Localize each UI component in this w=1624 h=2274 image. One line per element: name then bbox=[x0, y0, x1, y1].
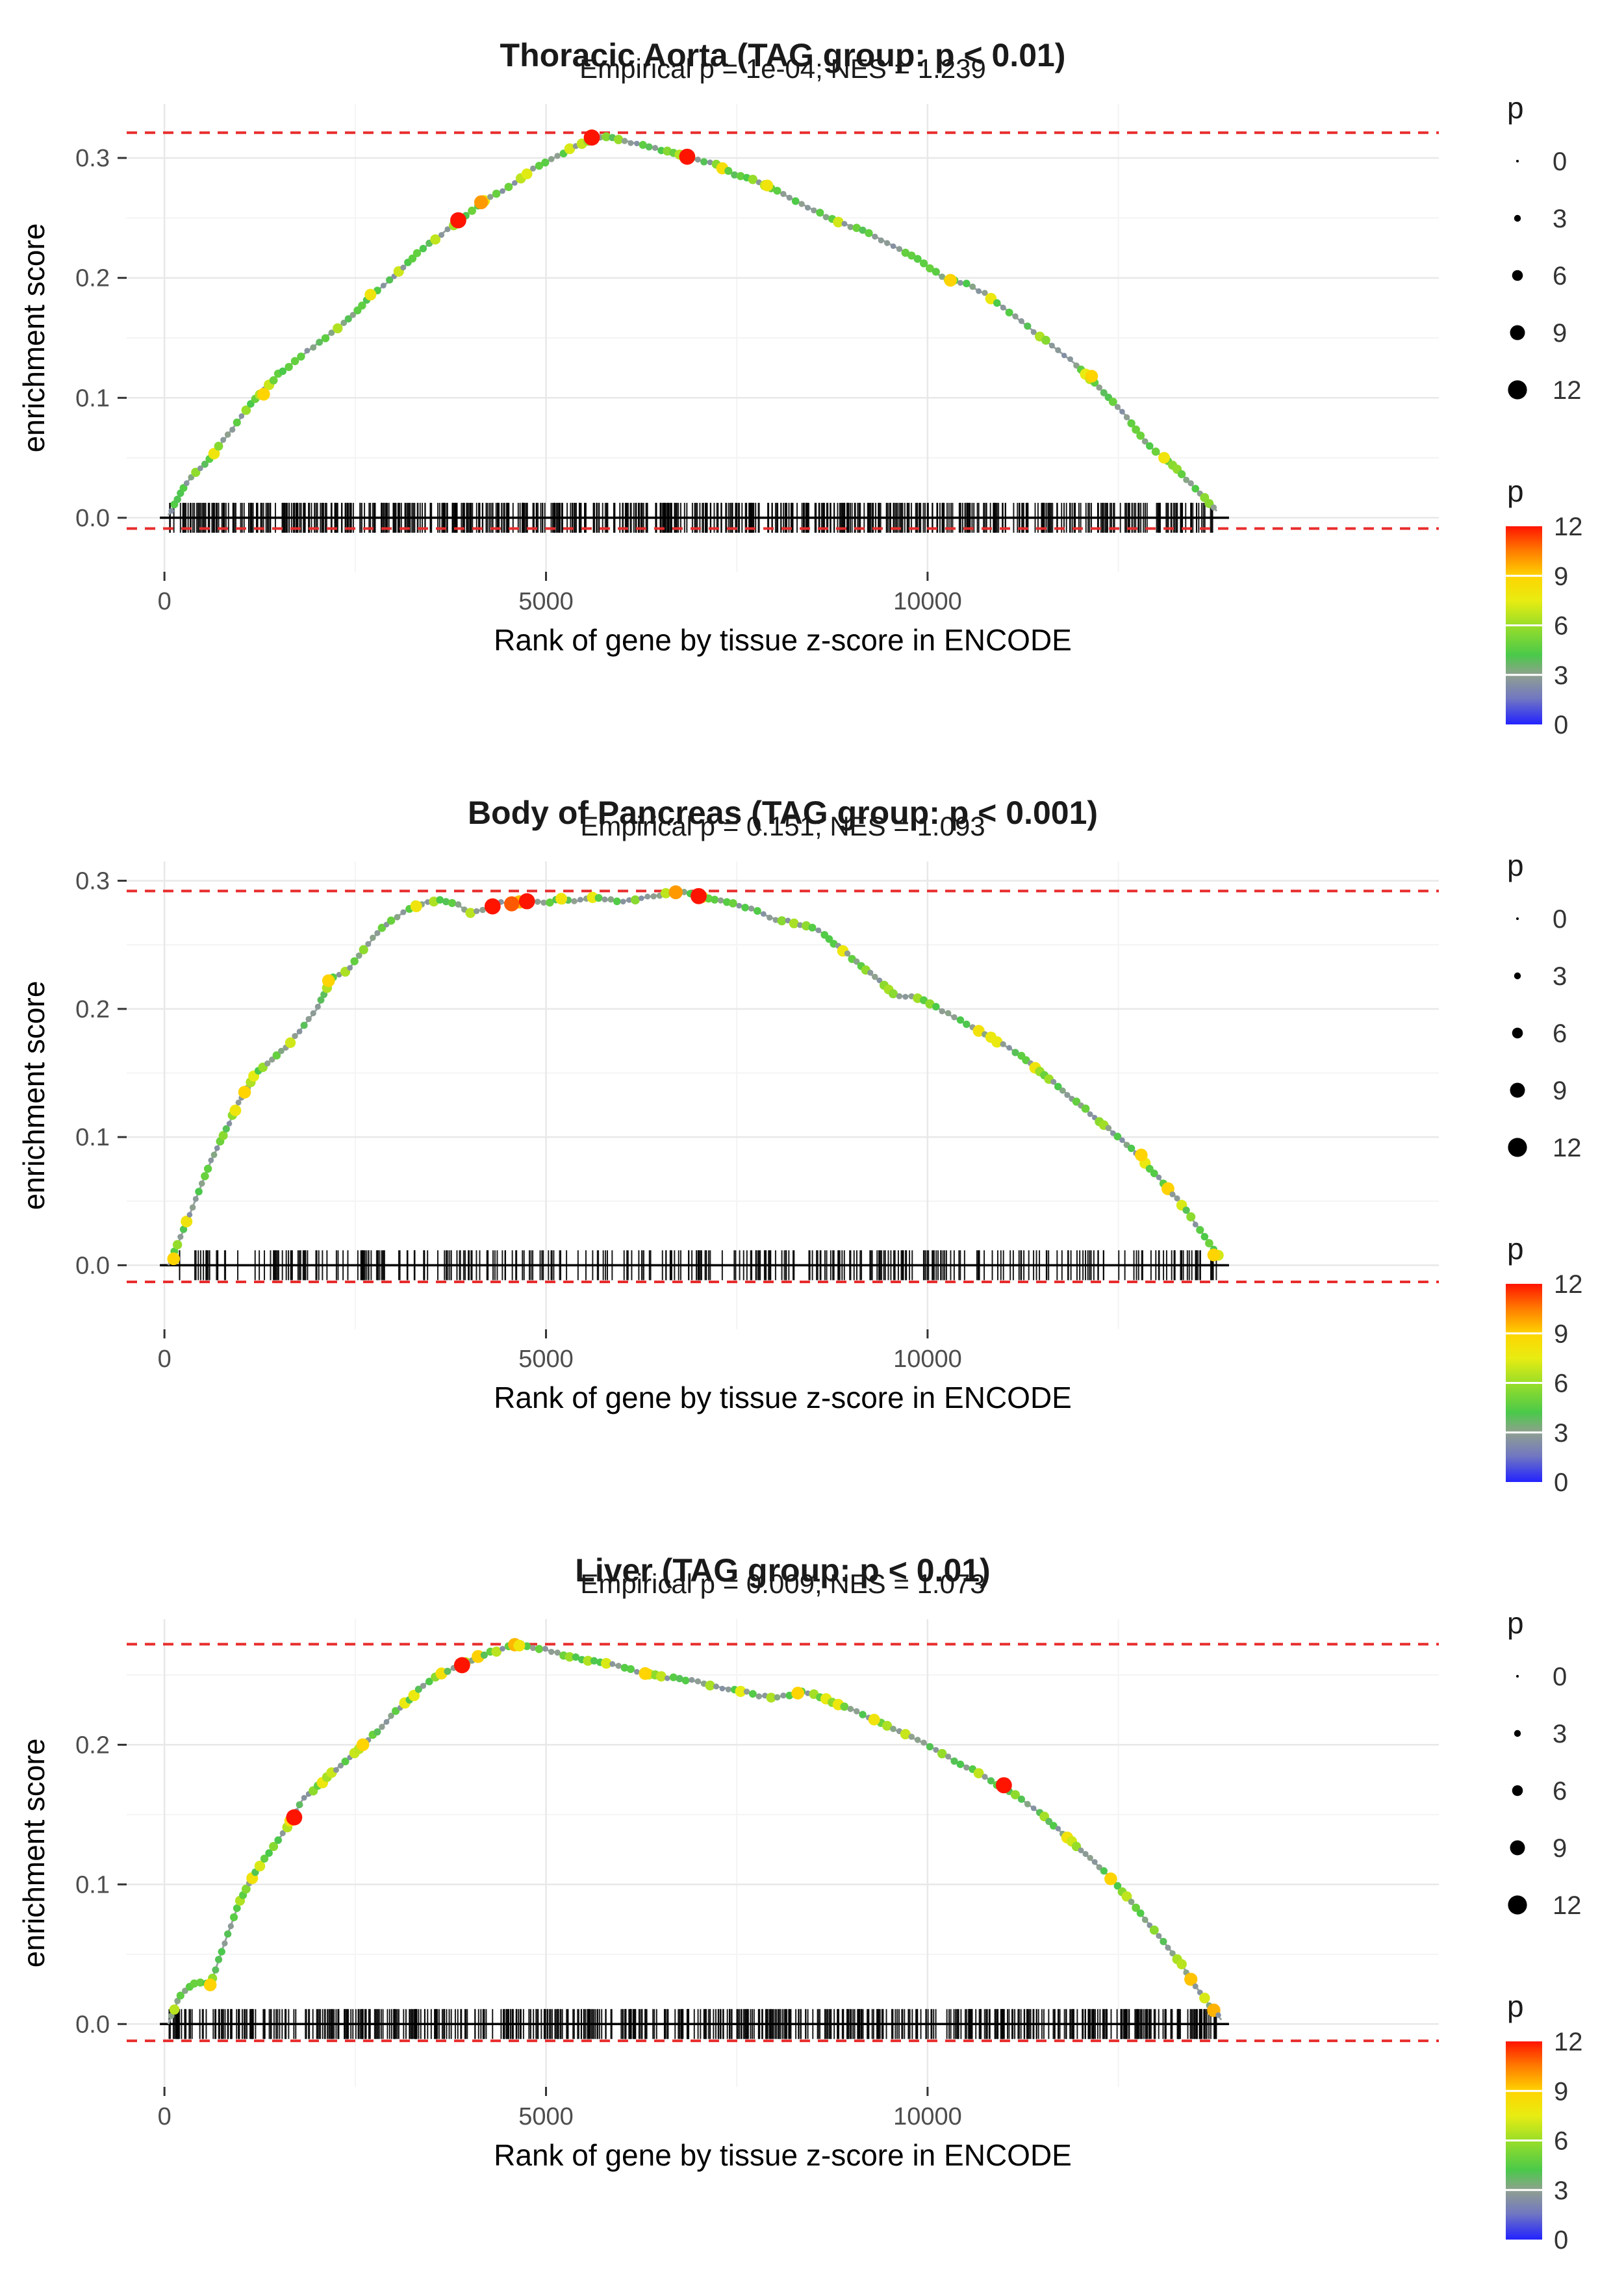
axes: 0 5000 10000 0.0 0.1 0.2 0.3 bbox=[75, 145, 962, 615]
y-axis-label: enrichment score bbox=[17, 223, 51, 453]
svg-text:p: p bbox=[1507, 849, 1524, 882]
svg-text:0.2: 0.2 bbox=[75, 996, 110, 1023]
panel-liver: 0 5000 10000 0.0 0.1 0.2 p 0 3 6 9 12 p 12 9 6 3 0 Liver … bbox=[0, 1515, 1624, 2273]
svg-text:12: 12 bbox=[1554, 2028, 1583, 2056]
chart-subtitle: Empirical p = 1e-04; NES = 1.239 bbox=[579, 53, 986, 84]
chart-title: Thoracic Aorta (TAG group: p < 0.01) bbox=[500, 36, 1066, 73]
svg-text:0.1: 0.1 bbox=[75, 1124, 110, 1151]
svg-text:p: p bbox=[1507, 1232, 1524, 1266]
svg-text:0: 0 bbox=[1553, 905, 1567, 934]
curve-dots bbox=[168, 132, 1217, 514]
svg-text:0.3: 0.3 bbox=[75, 145, 110, 172]
svg-text:p: p bbox=[1507, 1989, 1524, 2023]
highlight-dots bbox=[167, 885, 1221, 1266]
svg-text:12: 12 bbox=[1553, 376, 1582, 405]
svg-text:0: 0 bbox=[1554, 711, 1568, 739]
svg-text:6: 6 bbox=[1553, 1019, 1567, 1048]
svg-text:6: 6 bbox=[1554, 1370, 1568, 1398]
highlight-dots bbox=[203, 1639, 1117, 1991]
enrichment-curve bbox=[167, 135, 1218, 516]
chart-subtitle: Empirical p = 0.151; NES = 1.093 bbox=[580, 811, 985, 841]
y-axis-label: enrichment score bbox=[17, 1738, 51, 1968]
svg-text:0.0: 0.0 bbox=[75, 1252, 110, 1279]
svg-text:9: 9 bbox=[1554, 2077, 1568, 2106]
svg-text:10000: 10000 bbox=[893, 2103, 962, 2130]
svg-text:p: p bbox=[1507, 1606, 1524, 1640]
svg-text:10000: 10000 bbox=[893, 1346, 962, 1373]
svg-text:0: 0 bbox=[1554, 1468, 1568, 1497]
axes: 0 5000 10000 0.0 0.1 0.2 bbox=[75, 1731, 962, 2130]
panel-thoracic-aorta: 0 5000 10000 0.0 0.1 0.2 0.3 p 0 3 6 9 12 p 12 9 6 3 0 Tho… bbox=[0, 0, 1624, 758]
svg-text:0: 0 bbox=[1553, 1663, 1567, 1691]
size-legend: p 0 3 6 9 12 bbox=[1507, 1606, 1582, 1920]
svg-text:6: 6 bbox=[1553, 1777, 1567, 1806]
svg-text:0: 0 bbox=[158, 1346, 171, 1373]
svg-text:6: 6 bbox=[1554, 2127, 1568, 2156]
svg-text:0: 0 bbox=[1554, 2226, 1568, 2255]
svg-text:3: 3 bbox=[1553, 205, 1567, 233]
svg-text:0.1: 0.1 bbox=[75, 385, 110, 412]
gene-rug bbox=[168, 2009, 1217, 2039]
svg-text:3: 3 bbox=[1554, 661, 1568, 690]
svg-text:12: 12 bbox=[1553, 1134, 1582, 1162]
enrichment-plot-liver: 0 5000 10000 0.0 0.1 0.2 p 0 3 6 9 12 p 12 9 6 3 0 bbox=[75, 1606, 1583, 2255]
axes: 0 5000 10000 0.0 0.1 0.2 0.3 bbox=[75, 868, 962, 1373]
svg-text:12: 12 bbox=[1553, 1891, 1582, 1920]
svg-text:12: 12 bbox=[1554, 1270, 1583, 1299]
svg-text:0.3: 0.3 bbox=[75, 868, 110, 895]
color-legend: p 12 9 6 3 0 bbox=[1506, 1989, 1583, 2255]
svg-text:0.1: 0.1 bbox=[75, 1871, 110, 1898]
svg-text:10000: 10000 bbox=[893, 588, 962, 615]
gene-rug bbox=[179, 1250, 1217, 1281]
svg-text:3: 3 bbox=[1553, 962, 1567, 991]
x-axis-label: Rank of gene by tissue z-score in ENCODE bbox=[494, 1381, 1072, 1414]
svg-text:3: 3 bbox=[1553, 1720, 1567, 1748]
color-legend: p 12 9 6 3 0 bbox=[1506, 1232, 1583, 1497]
svg-text:6: 6 bbox=[1553, 262, 1567, 290]
svg-text:0.2: 0.2 bbox=[75, 1731, 110, 1759]
chart-title: Liver (TAG group: p < 0.01) bbox=[575, 1552, 991, 1589]
svg-text:9: 9 bbox=[1554, 562, 1568, 591]
svg-text:5000: 5000 bbox=[518, 2103, 574, 2130]
svg-text:9: 9 bbox=[1553, 1834, 1567, 1863]
svg-text:5000: 5000 bbox=[518, 588, 574, 615]
svg-text:p: p bbox=[1507, 474, 1524, 508]
curve-dots bbox=[168, 1638, 1221, 2019]
panel-body-of-pancreas: 0 5000 10000 0.0 0.1 0.2 0.3 p 0 3 6 9 12 p 12 9 6 3 0 Bod… bbox=[0, 758, 1624, 1515]
svg-text:9: 9 bbox=[1553, 319, 1567, 348]
color-legend: p 12 9 6 3 0 bbox=[1506, 474, 1583, 739]
svg-text:0: 0 bbox=[158, 588, 171, 615]
y-axis-label: enrichment score bbox=[17, 980, 51, 1210]
svg-text:9: 9 bbox=[1553, 1077, 1567, 1105]
chart-subtitle: Empirical p = 0.009; NES = 1.073 bbox=[580, 1568, 985, 1599]
x-axis-label: Rank of gene by tissue z-score in ENCODE bbox=[494, 623, 1072, 657]
highlight-dots bbox=[257, 129, 1171, 464]
svg-text:9: 9 bbox=[1554, 1320, 1568, 1348]
svg-text:0: 0 bbox=[1553, 147, 1567, 176]
gridlines bbox=[127, 862, 1439, 1329]
svg-text:p: p bbox=[1507, 91, 1524, 125]
gridlines bbox=[127, 1619, 1439, 2087]
svg-text:12: 12 bbox=[1554, 513, 1583, 541]
svg-text:0: 0 bbox=[158, 2103, 171, 2130]
svg-text:0.2: 0.2 bbox=[75, 265, 110, 292]
svg-text:0.0: 0.0 bbox=[75, 505, 110, 532]
x-axis-label: Rank of gene by tissue z-score in ENCODE bbox=[494, 2138, 1072, 2172]
size-legend: p0 3 6 9 12 bbox=[1507, 849, 1582, 1162]
svg-text:6: 6 bbox=[1554, 612, 1568, 641]
svg-text:3: 3 bbox=[1554, 2177, 1568, 2205]
curve-dots bbox=[168, 888, 1224, 1261]
size-legend: p0 3 6 9 12 bbox=[1507, 91, 1582, 405]
svg-text:3: 3 bbox=[1554, 1419, 1568, 1448]
svg-text:0.0: 0.0 bbox=[75, 2011, 110, 2038]
svg-text:5000: 5000 bbox=[518, 1346, 574, 1373]
chart-title: Body of Pancreas (TAG group: p < 0.001) bbox=[467, 794, 1098, 831]
enrichment-curve bbox=[167, 890, 1223, 1266]
